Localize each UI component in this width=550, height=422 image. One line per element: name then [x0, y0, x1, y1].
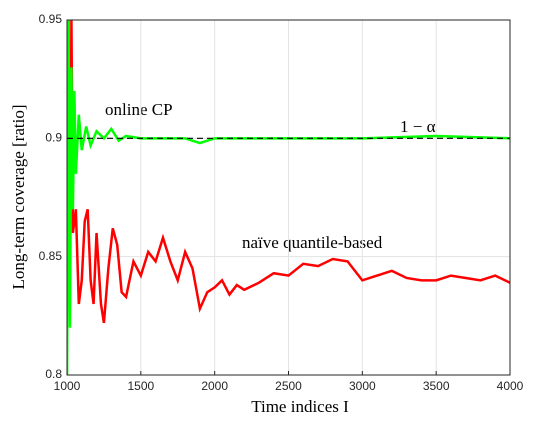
reference-label: 1 − α: [400, 117, 436, 136]
y-tick-label: 0.85: [39, 249, 63, 263]
x-axis-label: Time indices I: [251, 397, 349, 416]
x-tick-label: 1000: [54, 379, 81, 393]
y-tick-label: 0.8: [45, 367, 62, 381]
y-tick-label: 0.95: [39, 12, 63, 26]
x-tick-label: 2000: [201, 379, 228, 393]
annotation: naïve quantile-based: [242, 233, 383, 252]
x-tick-label: 2500: [275, 379, 302, 393]
y-tick-label: 0.9: [45, 131, 62, 145]
annotation: online CP: [105, 100, 173, 119]
x-tick-label: 1500: [127, 379, 154, 393]
plot-frame: [66, 19, 511, 376]
plot-area: [67, 20, 510, 375]
line-series: [67, 20, 510, 375]
line-series: [67, 20, 510, 324]
x-tick-label: 3000: [349, 379, 376, 393]
x-tick-label: 3500: [423, 379, 450, 393]
x-tick-label: 4000: [497, 379, 524, 393]
y-axis-label: Long-term coverage [ratio]: [9, 104, 28, 289]
